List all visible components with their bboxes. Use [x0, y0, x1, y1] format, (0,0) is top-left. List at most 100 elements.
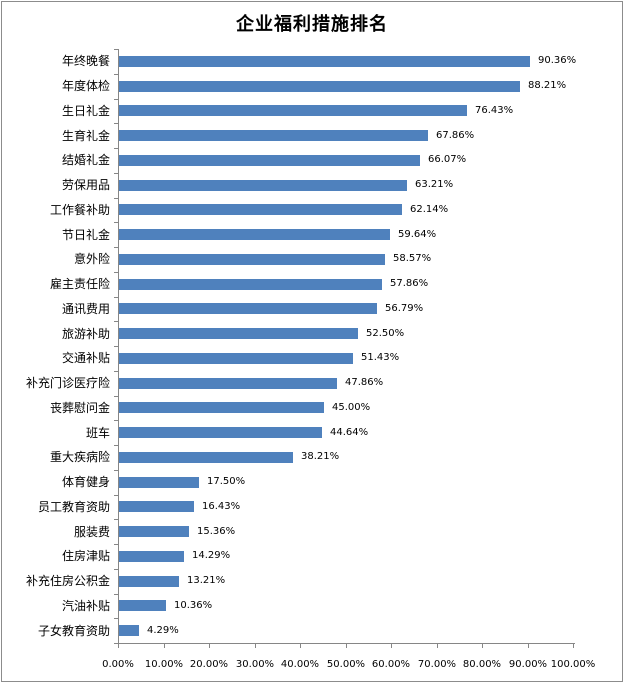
y-axis-tick	[114, 643, 118, 644]
y-axis-tick	[114, 569, 118, 570]
bar[interactable]	[119, 105, 467, 116]
y-axis-tick	[114, 247, 118, 248]
x-axis-tick	[300, 643, 301, 648]
bar[interactable]	[119, 427, 322, 438]
value-label: 67.86%	[436, 130, 475, 141]
value-label: 57.86%	[390, 278, 429, 289]
bar[interactable]	[119, 551, 184, 562]
category-label: 服装费	[73, 525, 110, 539]
value-label: 45.00%	[332, 402, 371, 413]
value-label: 15.36%	[197, 526, 236, 537]
y-axis-tick	[114, 445, 118, 446]
bar[interactable]	[119, 477, 199, 488]
x-axis-tick-label: 30.00%	[235, 659, 275, 670]
y-axis-tick	[114, 272, 118, 273]
bar[interactable]	[119, 576, 179, 587]
category-label: 体育健身	[61, 475, 110, 489]
x-axis-tick-label: 40.00%	[280, 659, 320, 670]
x-axis-tick-label: 70.00%	[417, 659, 457, 670]
x-axis-tick-label: 80.00%	[462, 659, 502, 670]
category-label: 工作餐补助	[49, 203, 110, 217]
bar[interactable]	[119, 402, 324, 413]
value-label: 44.64%	[330, 427, 369, 438]
bar[interactable]	[119, 130, 428, 141]
x-axis-tick	[164, 643, 165, 648]
x-axis-tick	[209, 643, 210, 648]
bar[interactable]	[119, 303, 377, 314]
x-axis-tick-label: 60.00%	[371, 659, 411, 670]
value-label: 16.43%	[202, 501, 241, 512]
category-label: 节日礼金	[61, 228, 110, 242]
bar[interactable]	[119, 452, 293, 463]
value-label: 47.86%	[345, 377, 384, 388]
category-label: 生育礼金	[61, 129, 110, 143]
x-axis-tick	[118, 643, 119, 648]
value-label: 62.14%	[410, 204, 449, 215]
category-label: 丧葬慰问金	[49, 401, 110, 415]
y-axis-tick	[114, 544, 118, 545]
category-label: 员工教育资助	[37, 500, 110, 514]
value-label: 10.36%	[174, 600, 213, 611]
category-label: 汽油补贴	[61, 599, 110, 613]
value-label: 88.21%	[528, 80, 567, 91]
y-axis-tick	[114, 99, 118, 100]
category-label: 班车	[85, 426, 110, 440]
bar[interactable]	[119, 155, 420, 166]
y-axis-tick	[114, 618, 118, 619]
y-axis-tick	[114, 371, 118, 372]
value-label: 58.57%	[393, 253, 432, 264]
y-axis-tick	[114, 346, 118, 347]
category-label: 意外险	[73, 252, 110, 266]
bar[interactable]	[119, 56, 530, 67]
y-axis-tick	[114, 321, 118, 322]
x-axis-tick-label: 10.00%	[144, 659, 184, 670]
value-label: 90.36%	[538, 55, 577, 66]
x-axis-tick	[391, 643, 392, 648]
category-label: 补充住房公积金	[25, 574, 110, 588]
category-label: 子女教育资助	[37, 624, 110, 638]
value-label: 59.64%	[398, 229, 437, 240]
x-axis-tick	[255, 643, 256, 648]
value-label: 4.29%	[147, 625, 179, 636]
bar[interactable]	[119, 625, 139, 636]
value-label: 38.21%	[301, 451, 340, 462]
x-axis-tick-label: 90.00%	[508, 659, 548, 670]
bar[interactable]	[119, 204, 402, 215]
category-label: 年度体检	[61, 79, 110, 93]
bar[interactable]	[119, 526, 189, 537]
y-axis-tick	[114, 495, 118, 496]
chart-title: 企业福利措施排名	[236, 14, 388, 35]
y-axis-tick	[114, 594, 118, 595]
y-axis-tick	[114, 49, 118, 50]
bar[interactable]	[119, 229, 390, 240]
y-axis-tick	[114, 74, 118, 75]
bar[interactable]	[119, 180, 407, 191]
x-axis-tick-label: 100.00%	[550, 659, 596, 670]
x-axis-tick	[573, 643, 574, 648]
bar[interactable]	[119, 328, 358, 339]
x-axis-tick	[346, 643, 347, 648]
category-label: 生日礼金	[61, 104, 110, 118]
bar[interactable]	[119, 600, 166, 611]
bar[interactable]	[119, 279, 382, 290]
x-axis-tick	[482, 643, 483, 648]
value-label: 51.43%	[361, 352, 400, 363]
bar[interactable]	[119, 254, 385, 265]
bar[interactable]	[119, 353, 353, 364]
bar[interactable]	[119, 81, 520, 92]
category-label: 通讯费用	[61, 302, 110, 316]
category-label: 雇主责任险	[49, 277, 110, 291]
category-label: 年终晚餐	[61, 54, 110, 68]
bar[interactable]	[119, 378, 337, 389]
x-axis-tick	[528, 643, 529, 648]
y-axis-tick	[114, 396, 118, 397]
y-axis-tick	[114, 420, 118, 421]
y-axis-tick	[114, 470, 118, 471]
y-axis-tick	[114, 519, 118, 520]
value-label: 66.07%	[428, 154, 467, 165]
y-axis-tick	[114, 123, 118, 124]
value-label: 17.50%	[207, 476, 246, 487]
bar[interactable]	[119, 501, 194, 512]
category-label: 补充门诊医疗险	[25, 376, 110, 390]
